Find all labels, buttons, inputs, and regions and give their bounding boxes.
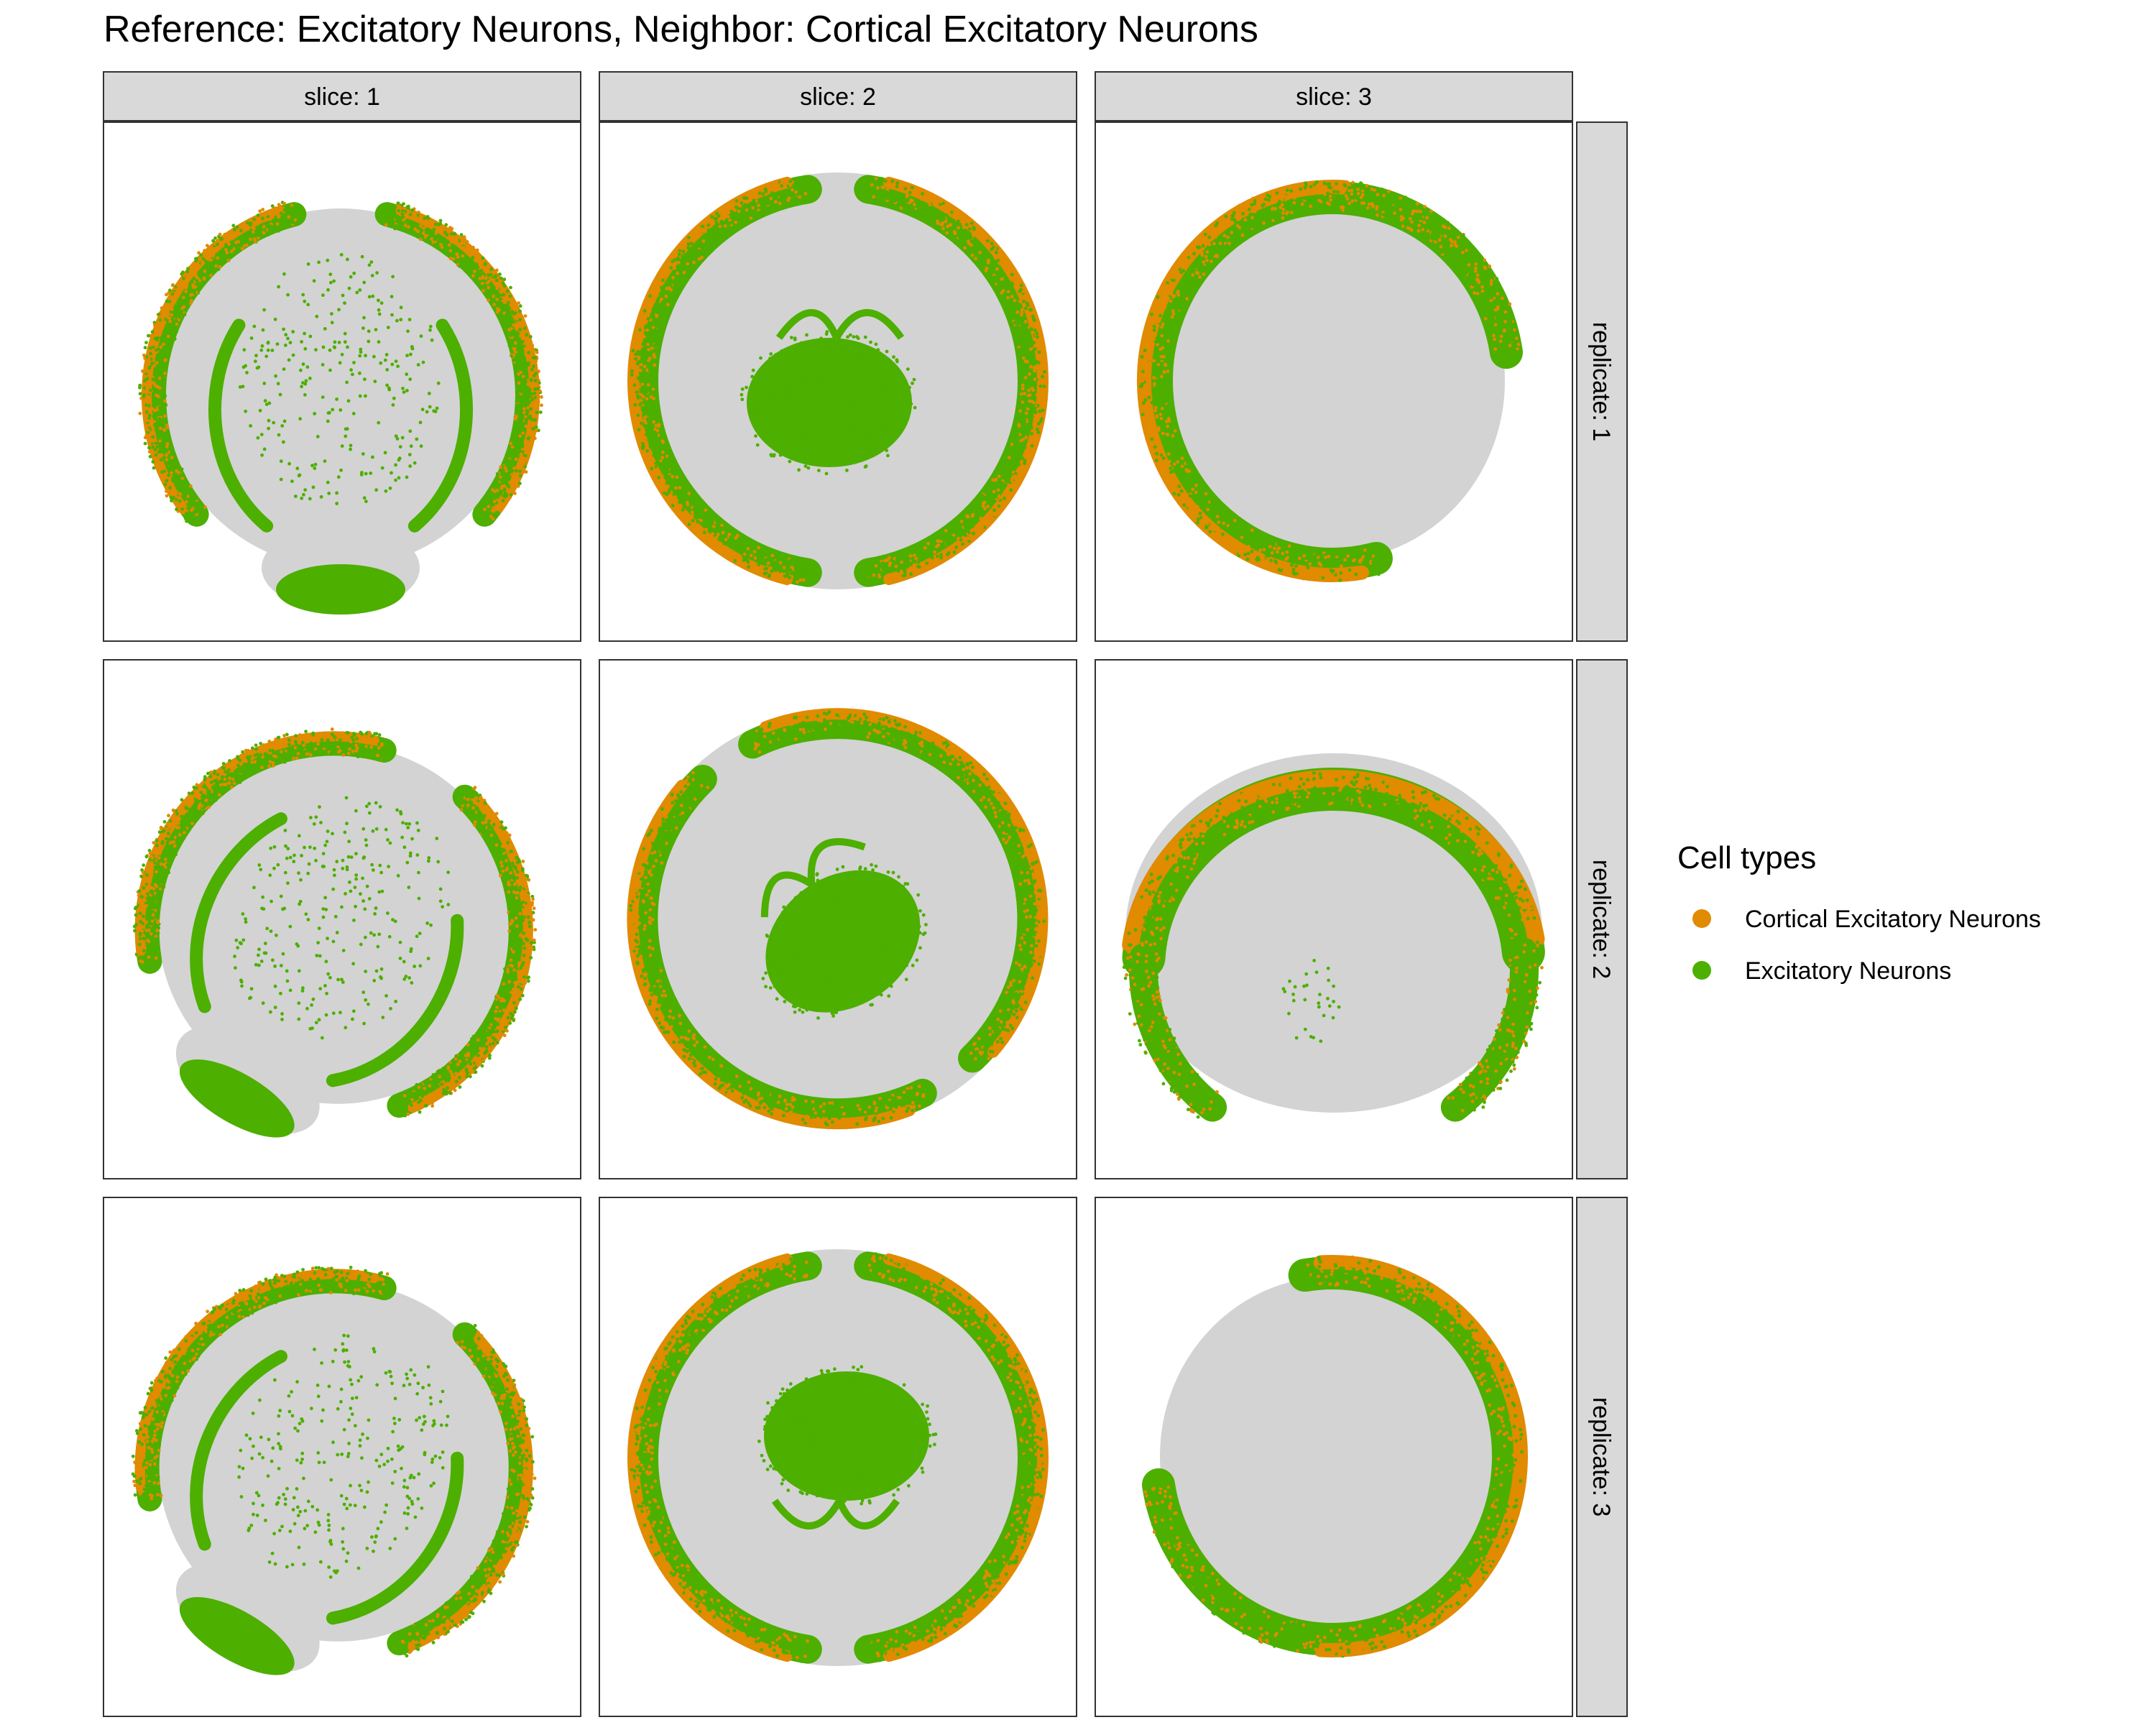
panel-r1-c2: [599, 121, 1077, 642]
legend-label-cortical-excitatory-neurons: Cortical Excitatory Neurons: [1745, 906, 2041, 933]
row-strip-3: replicate: 3: [1576, 1197, 1628, 1717]
row-strip-1: replicate: 1: [1576, 121, 1628, 642]
row-strip-2-label: replicate: 2: [1588, 860, 1615, 979]
panel-r2-c1: [103, 659, 581, 1179]
panel-r2-c1-points: [132, 727, 538, 1138]
legend-title: Cell types: [1677, 840, 1816, 875]
panel-r3-c1: [103, 1197, 581, 1717]
legend: Cell types Cortical Excitatory Neurons E…: [1677, 840, 2041, 985]
row-strip-1-label: replicate: 1: [1588, 322, 1615, 441]
panel-r3-c2-points: [627, 1249, 1049, 1666]
column-strip-1-label: slice: 1: [304, 83, 380, 111]
panel-r2-c2-points: [627, 708, 1049, 1130]
column-strip-1: slice: 1: [103, 71, 581, 121]
panel-r3-c2: [599, 1197, 1077, 1717]
facet-panels: [103, 121, 1573, 1717]
panel-r1-c3-points: [1137, 180, 1523, 582]
chart-title: Reference: Excitatory Neurons, Neighbor:…: [103, 9, 1258, 50]
column-strip-2-label: slice: 2: [800, 83, 876, 111]
panel-r1-c2-points: [627, 172, 1049, 589]
row-strip-3-label: replicate: 3: [1588, 1397, 1615, 1517]
panel-r1-c1: [103, 121, 581, 642]
panel-r1-c1-points: [138, 201, 543, 615]
panel-r1-c3: [1095, 121, 1573, 642]
row-strip-2: replicate: 2: [1576, 659, 1628, 1179]
legend-key-cortical-excitatory-neurons: [1692, 909, 1711, 928]
panel-r3-c1-points: [131, 1265, 537, 1675]
legend-key-excitatory-neurons: [1692, 961, 1711, 980]
panel-r2-c3-points: [1122, 753, 1545, 1122]
column-strip-3: slice: 3: [1095, 71, 1573, 121]
legend-label-excitatory-neurons: Excitatory Neurons: [1745, 957, 1951, 985]
panel-r3-c3-points: [1142, 1255, 1528, 1658]
column-strip-2: slice: 2: [599, 71, 1077, 121]
panel-r3-c3: [1095, 1197, 1573, 1717]
panel-r2-c2: [599, 659, 1077, 1179]
column-strip-3-label: slice: 3: [1296, 83, 1372, 111]
panel-r2-c3: [1095, 659, 1573, 1179]
